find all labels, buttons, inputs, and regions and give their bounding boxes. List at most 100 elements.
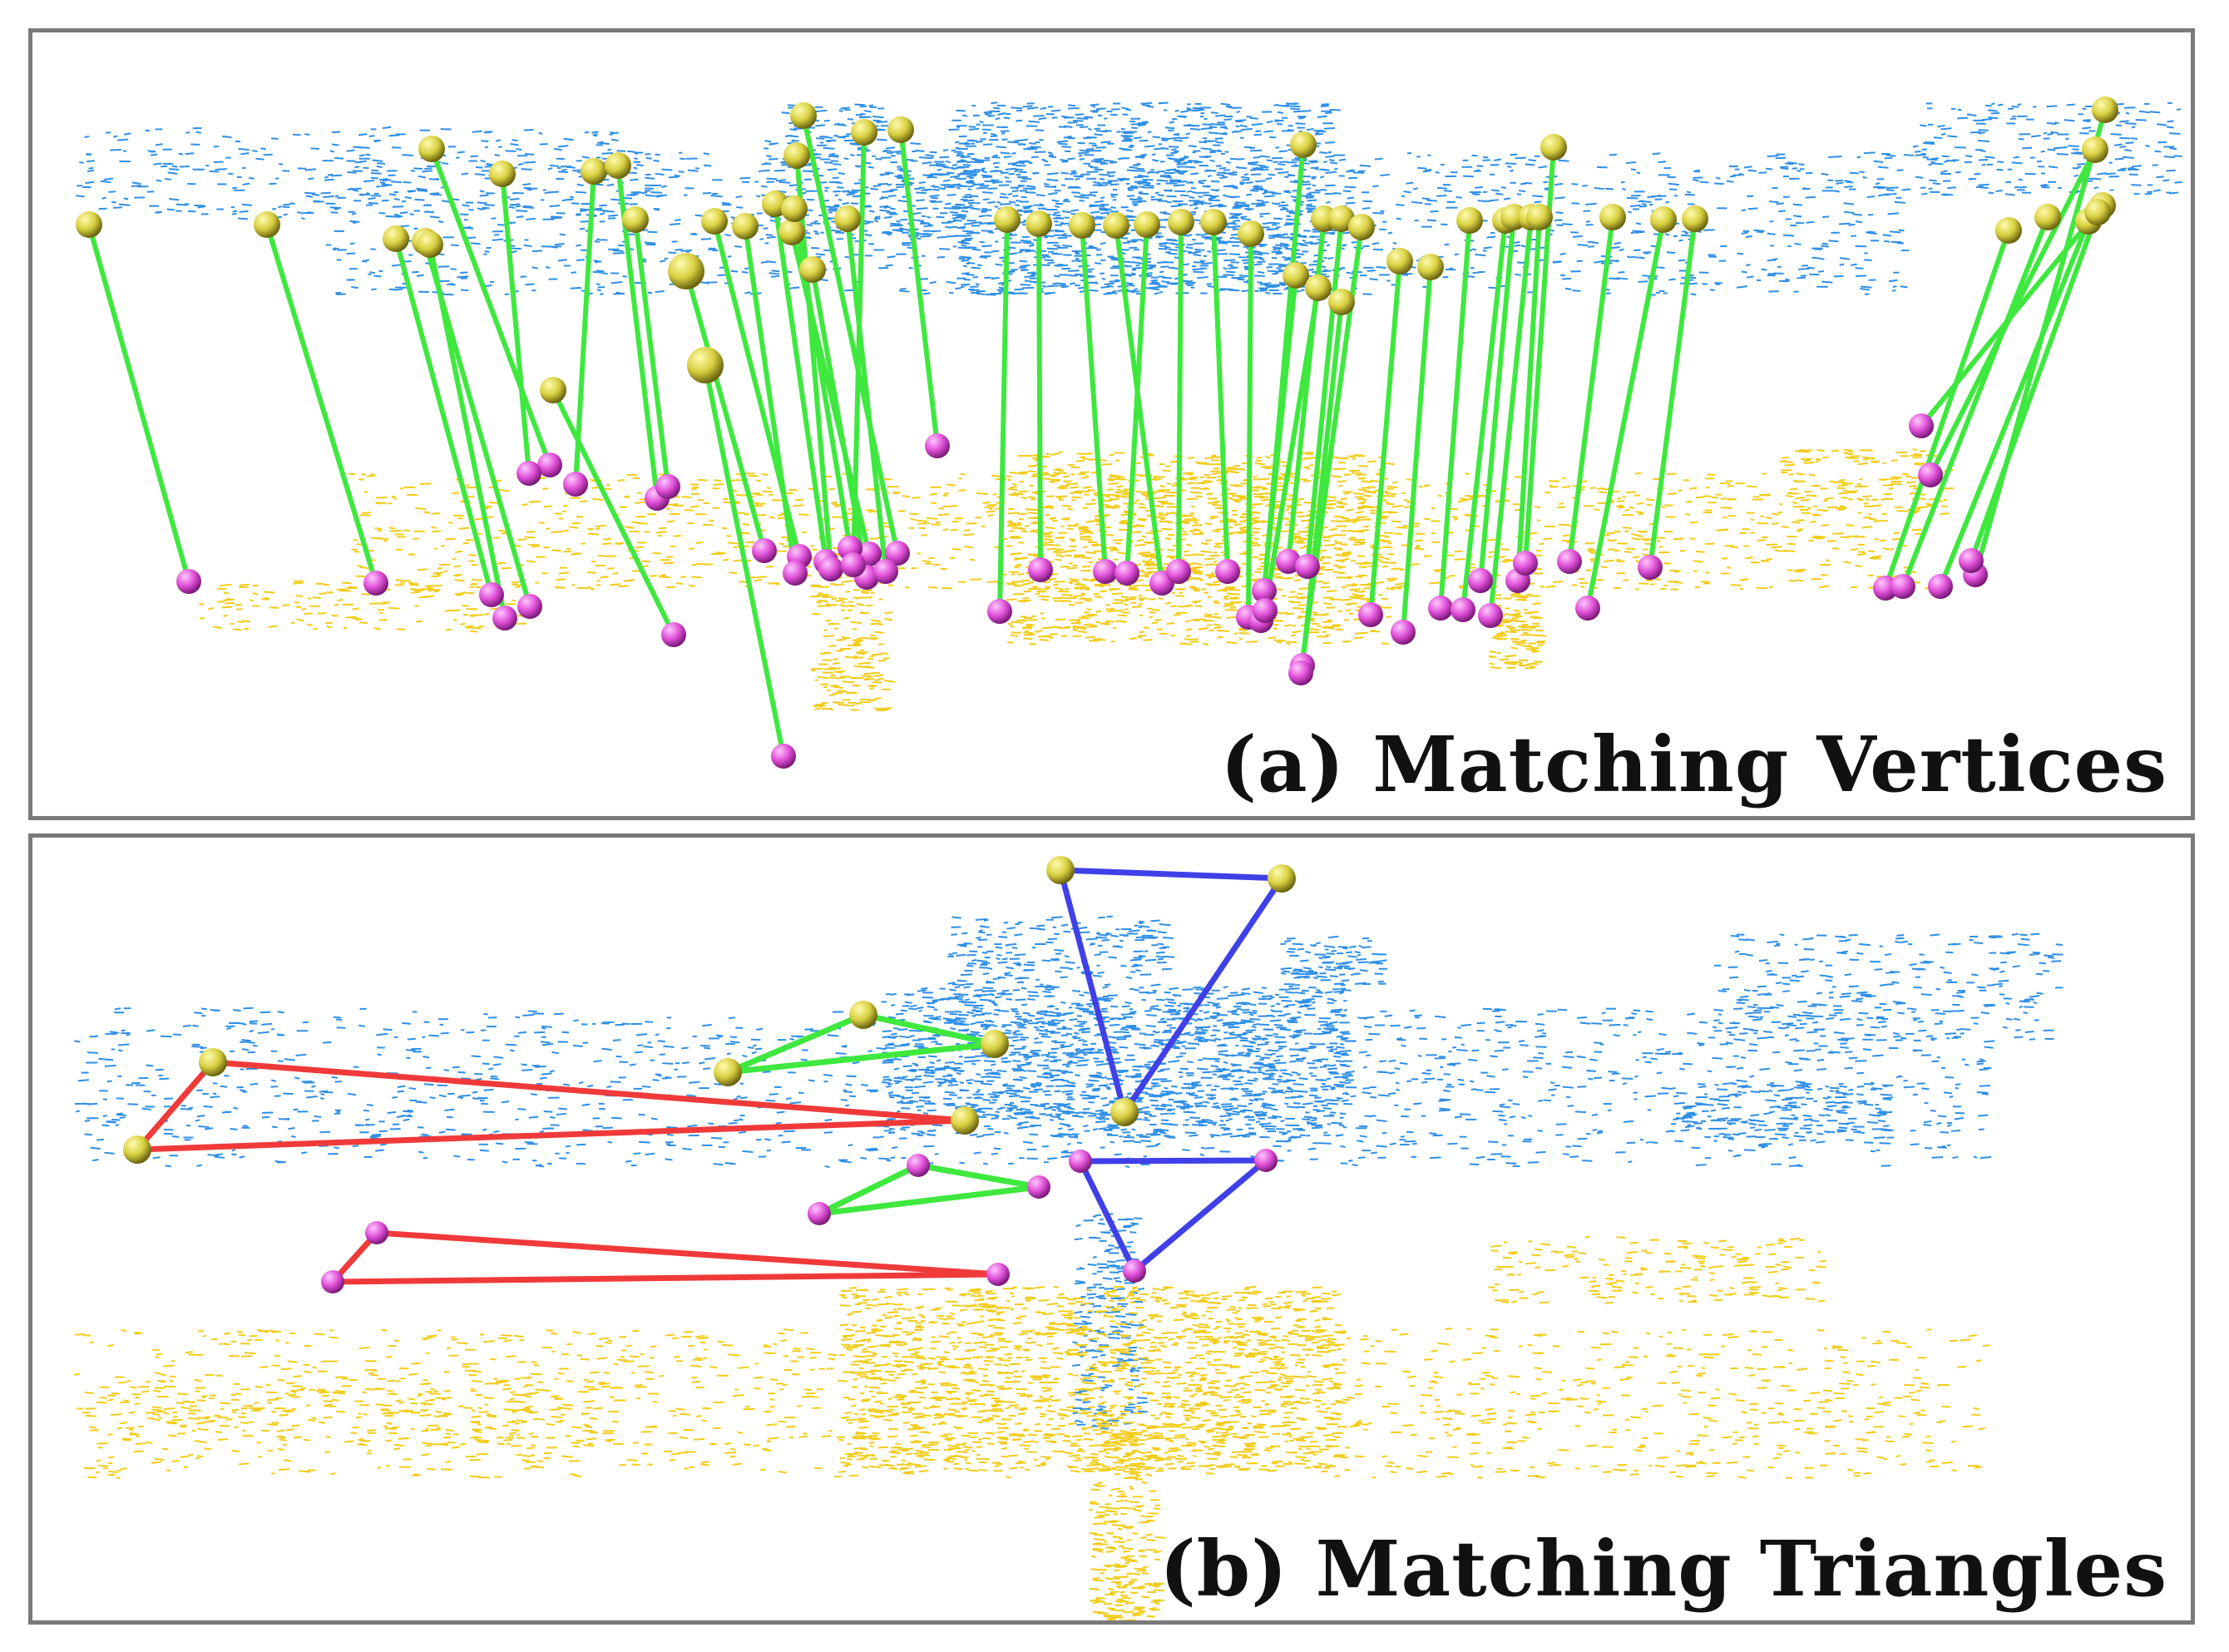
target-vertex: [517, 594, 542, 619]
source-vertex: [1110, 1098, 1139, 1126]
match-line: [428, 242, 507, 621]
source-vertex: [701, 208, 728, 235]
source-vertex: [834, 205, 861, 232]
match-line: [1438, 218, 1472, 611]
source-vertex: [1540, 134, 1567, 161]
source-vertex: [76, 211, 102, 238]
blue-triangle-target: [1077, 1157, 1269, 1274]
red-triangle-source: [134, 1059, 968, 1153]
match-line: [1080, 223, 1108, 574]
target-vertex: [1069, 1150, 1092, 1173]
match-line: [573, 169, 596, 487]
target-vertex: [987, 599, 1012, 624]
match-line: [633, 217, 670, 489]
target-vertex: [363, 571, 388, 596]
target-vertex: [516, 461, 541, 486]
match-line: [429, 146, 552, 467]
caption-matching-triangles: (b) Matching Triangles: [1159, 1524, 2167, 1614]
match-line: [898, 127, 940, 448]
target-vertex: [661, 622, 686, 647]
vertex-match-lines: [86, 107, 2108, 759]
match-line: [1124, 222, 1149, 576]
target-vertex: [1478, 603, 1503, 628]
source-vertex: [1283, 262, 1309, 289]
match-line: [393, 236, 494, 597]
target-vertex: [1114, 561, 1139, 586]
match-line: [1969, 210, 2100, 563]
target-vertex: [873, 559, 898, 584]
match-line: [1928, 147, 2098, 477]
source-vertex: [1328, 289, 1355, 315]
source-vertex: [790, 102, 817, 129]
target-vertex: [771, 744, 796, 769]
match-line: [1478, 215, 1516, 583]
source-vertex: [540, 377, 566, 403]
source-vertex: [981, 1030, 1009, 1058]
match-line: [1515, 215, 1542, 583]
match-line: [773, 201, 828, 564]
target-vertex: [1928, 574, 1953, 599]
target-vertex: [907, 1154, 930, 1177]
target-vertex: [752, 538, 777, 563]
source-vertex: [668, 253, 704, 289]
target-vertex: [1027, 1175, 1050, 1199]
match-line: [801, 113, 900, 556]
source-vertex: [489, 161, 516, 187]
source-vertex: [123, 1135, 151, 1164]
match-line: [1211, 220, 1230, 574]
match-line: [551, 388, 676, 637]
target-vertex: [1451, 597, 1475, 622]
source-vertex: [1386, 248, 1413, 275]
matching-triangles-scene: [73, 856, 2063, 1620]
target-vertex: [1575, 596, 1600, 621]
source-vertex: [778, 219, 805, 245]
target-vertex: [1215, 559, 1240, 584]
source-vertex: [687, 347, 724, 383]
match-line: [1973, 107, 2108, 577]
match-line: [1488, 215, 1534, 618]
target-vertex: [841, 552, 866, 577]
match-line: [1305, 216, 1344, 569]
target-vertex: [1959, 548, 1984, 573]
target-vertex: [176, 569, 201, 594]
source-vertex: [1200, 209, 1227, 235]
match-line: [1262, 142, 1306, 593]
source-vertex: [199, 1048, 227, 1076]
source-vertex: [783, 142, 810, 169]
target-vertex: [1295, 554, 1320, 579]
target-vertex: [1428, 596, 1453, 621]
match-line: [1883, 228, 2011, 591]
target-vertex: [925, 433, 950, 458]
source-point-cloud: [74, 915, 2063, 1430]
source-vertex: [254, 211, 280, 238]
target-vertex: [1254, 1149, 1278, 1172]
source-vertex: [732, 213, 759, 240]
target-vertex: [1890, 574, 1915, 599]
source-vertex: [1268, 864, 1296, 893]
source-vertex: [849, 1001, 877, 1029]
source-vertex: [1456, 207, 1483, 234]
green-triangle-source: [724, 1011, 998, 1076]
match-line: [1900, 215, 2050, 589]
match-line: [845, 216, 888, 574]
target-vertex: [1276, 549, 1301, 574]
match-line: [1567, 215, 1615, 564]
source-vertex: [1328, 205, 1355, 232]
source-vertex: [1417, 254, 1444, 280]
target-vertex: [1028, 557, 1053, 582]
target-vertex: [1166, 559, 1191, 584]
match-line: [1460, 218, 1508, 612]
source-vertex: [2084, 199, 2111, 225]
target-vertex: [818, 556, 843, 581]
source-vertex: [1134, 211, 1160, 238]
target-vertex: [783, 561, 808, 586]
target-vertex: [655, 474, 680, 499]
source-vertex: [605, 152, 631, 179]
source-vertex: [851, 119, 877, 146]
match-line: [1246, 231, 1253, 620]
source-vertex: [887, 116, 914, 143]
target-vertex: [1557, 549, 1582, 574]
target-vertex: [1358, 602, 1383, 627]
caption-matching-vertices: (a) Matching Vertices: [1220, 720, 2167, 809]
target-vertex: [1918, 462, 1943, 487]
